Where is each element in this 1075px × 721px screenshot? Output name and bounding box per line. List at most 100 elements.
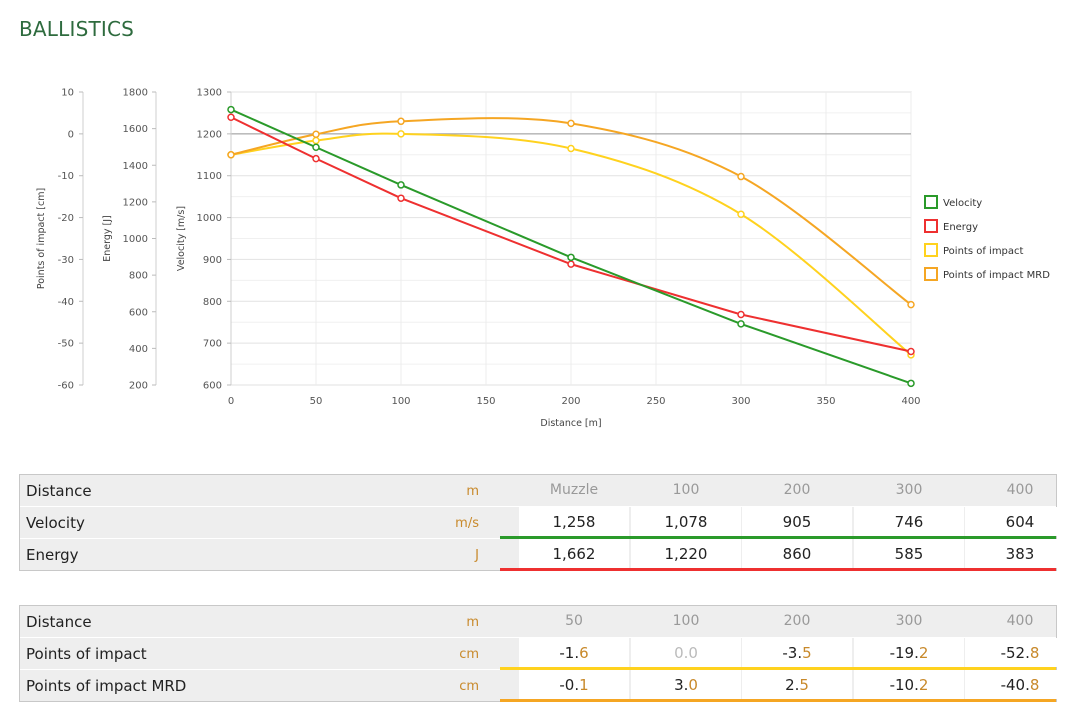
data-point-points-of-impact-mrd[interactable] xyxy=(737,172,745,181)
table-cell: 905 xyxy=(742,507,852,536)
x-tick-label: 100 xyxy=(391,396,410,407)
velocity-axis-title: Velocity [m/s] xyxy=(176,206,187,271)
data-point-points-of-impact-mrd[interactable] xyxy=(567,119,575,128)
energy-tick-label: 400 xyxy=(129,344,148,355)
data-point-velocity[interactable] xyxy=(397,181,405,189)
table-cell: 1,078 xyxy=(631,507,741,536)
table-cell: 585 xyxy=(854,539,964,568)
legend-label-points-of-impact[interactable]: Points of impact xyxy=(943,246,1024,257)
data-point-energy[interactable] xyxy=(737,310,745,319)
table-cell: 604 xyxy=(965,507,1075,536)
table-cell: -10.2 xyxy=(854,670,964,699)
data-point-points-of-impact[interactable] xyxy=(737,210,745,218)
impact-tick-label: -50 xyxy=(58,339,74,350)
data-point-points-of-impact-mrd[interactable] xyxy=(907,300,915,309)
table-cell: 1,258 xyxy=(519,507,629,536)
row-label: Distance xyxy=(26,613,92,631)
impact-tick-label: -30 xyxy=(58,255,74,266)
velocity-energy-table: Distance m Muzzle 100 200 300 400 Velocity m… xyxy=(19,474,1075,571)
data-point-energy[interactable] xyxy=(312,154,320,163)
table-row-points-of-impact: Points of impact cm -1.6 0.0 -3.5 -19.2 -52.… xyxy=(20,638,1075,670)
data-point-points-of-impact[interactable] xyxy=(567,144,575,153)
data-point-points-of-impact[interactable] xyxy=(312,136,320,145)
velocity-tick-label: 1000 xyxy=(197,213,222,224)
table-row-points-of-impact-mrd: Points of impact MRD cm -0.1 3.0 2.5 -10.2-… xyxy=(20,670,1075,702)
table-header-row: Distance m 50 100 200 300 400 xyxy=(20,606,1056,638)
table-cell: 746 xyxy=(854,507,964,536)
data-point-points-of-impact-mrd[interactable] xyxy=(227,151,235,159)
data-point-velocity[interactable] xyxy=(227,105,235,114)
column-header: 300 xyxy=(895,613,923,629)
impact-tick-label: 0 xyxy=(68,129,74,140)
impact-axis-title: Points of impact [cm] xyxy=(36,188,47,289)
data-point-points-of-impact[interactable] xyxy=(397,130,405,138)
data-point-velocity[interactable] xyxy=(567,253,575,262)
velocity-tick-label: 900 xyxy=(203,255,222,266)
series-color-bar xyxy=(500,699,1056,702)
energy-tick-label: 1400 xyxy=(123,161,148,172)
table-header-row: Distance m Muzzle 100 200 300 400 xyxy=(20,475,1056,507)
x-tick-label: 400 xyxy=(901,396,920,407)
legend-label-energy[interactable]: Energy xyxy=(943,222,978,233)
data-point-energy[interactable] xyxy=(227,113,235,122)
x-tick-label: 50 xyxy=(310,396,323,407)
impact-tick-label: -20 xyxy=(58,213,74,224)
energy-tick-label: 1800 xyxy=(123,88,148,99)
energy-tick-label: 1600 xyxy=(123,124,148,135)
legend-label-velocity[interactable]: Velocity xyxy=(943,198,982,209)
energy-tick-label: 1200 xyxy=(123,197,148,208)
velocity-tick-label: 800 xyxy=(203,297,222,308)
chart-series xyxy=(227,105,915,388)
table-cell: -40.8 xyxy=(965,670,1075,699)
data-point-points-of-impact-mrd[interactable] xyxy=(397,117,405,126)
velocity-tick-label: 1200 xyxy=(197,129,222,140)
column-header: 200 xyxy=(783,482,811,498)
points-of-impact-table: Distance m 50 100 200 300 400 Points of impa… xyxy=(19,605,1075,702)
row-unit: cm xyxy=(459,647,479,662)
velocity-tick-label: 1100 xyxy=(197,171,222,182)
column-header: 400 xyxy=(1006,613,1034,629)
table-cell: -1.6 xyxy=(519,638,629,667)
row-label: Velocity xyxy=(26,514,85,532)
legend-swatch-velocity[interactable] xyxy=(924,195,938,209)
table-cell: -52.8 xyxy=(965,638,1075,667)
data-point-energy[interactable] xyxy=(397,194,405,202)
legend-label-points-of-impact-mrd[interactable]: Points of impact MRD xyxy=(943,270,1050,281)
data-point-velocity[interactable] xyxy=(907,379,915,388)
series-color-bar xyxy=(500,667,1056,670)
chart-legend[interactable]: Velocity Energy Points of impact Points of … xyxy=(924,195,1050,281)
data-point-energy[interactable] xyxy=(567,260,575,268)
row-unit: J xyxy=(475,548,479,563)
table-cell: 2.5 xyxy=(742,670,852,699)
row-label: Points of impact MRD xyxy=(26,677,187,695)
table-cell: 383 xyxy=(965,539,1075,568)
column-header: 100 xyxy=(672,482,700,498)
energy-tick-label: 600 xyxy=(129,307,148,318)
velocity-tick-label: 600 xyxy=(203,381,222,392)
row-unit: cm xyxy=(459,679,479,694)
series-line-velocity xyxy=(230,108,912,385)
series-line-energy xyxy=(230,116,912,353)
column-header: 200 xyxy=(783,613,811,629)
table-row-velocity: Velocity m/s 1,258 1,078 905 746 604 xyxy=(20,507,1075,539)
column-header: Muzzle xyxy=(549,482,599,498)
series-color-bar xyxy=(500,568,1056,571)
legend-swatch-energy[interactable] xyxy=(924,219,938,233)
data-point-velocity[interactable] xyxy=(737,320,745,328)
row-label: Points of impact xyxy=(26,645,147,663)
series-color-bar xyxy=(500,536,1056,539)
data-point-points-of-impact-mrd[interactable] xyxy=(312,130,320,139)
table-cell: -0.1 xyxy=(519,670,629,699)
chart-grid xyxy=(230,91,912,386)
table-cell: -3.5 xyxy=(742,638,852,667)
energy-tick-label: 1000 xyxy=(123,234,148,245)
x-tick-label: 150 xyxy=(476,396,495,407)
energy-tick-label: 800 xyxy=(129,271,148,282)
legend-swatch-points-of-impact-mrd[interactable] xyxy=(924,267,938,281)
data-point-energy[interactable] xyxy=(907,347,915,356)
impact-tick-label: 10 xyxy=(61,88,74,99)
legend-swatch-points-of-impact[interactable] xyxy=(924,243,938,257)
data-point-velocity[interactable] xyxy=(312,143,320,152)
table-cell: 1,662 xyxy=(519,539,629,568)
